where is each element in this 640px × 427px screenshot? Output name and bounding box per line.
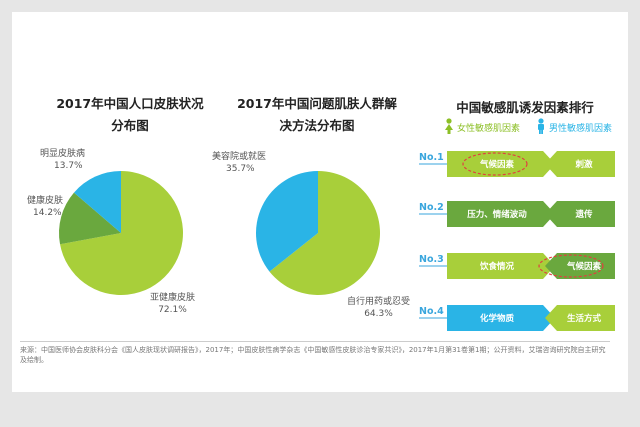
chart1-label-healthy-value: 14.2% [33,208,62,218]
female-label-4: 化学物质 [480,313,515,324]
female-label-3: 饮食情况 [479,261,515,272]
chart1-label-subhealth: 亚健康皮肤 72.1% [150,292,195,316]
chart1-label-subhealth-name: 亚健康皮肤 [150,293,196,303]
male-label-2: 遗传 [574,209,593,220]
male-chevron-2 [545,201,615,227]
chart1-slice-0 [60,171,184,295]
chart1-title-line2: 分布图 [111,118,149,133]
highlight-ellipse-female-1 [462,152,528,176]
male-label-3: 气候因素 [566,261,602,272]
female-chevron-2 [447,201,555,227]
rank-no-4: No.4 [419,306,444,317]
source-note: 来源：中国医师协会皮肤科分会《国人皮肤现状调研报告》，2017年；中国皮肤性病学… [20,346,606,364]
chart2-slice-1 [256,171,318,272]
chart1-label-disease: 明显皮肤病 13.7% [40,148,85,172]
male-chevron-3 [545,253,615,279]
male-label-4: 生活方式 [567,313,602,324]
ranking-title: 中国敏感肌诱发因素排行 [456,100,594,115]
chart2-label-clinic: 美容院或就医 35.7% [212,151,266,175]
rank-no-2: No.2 [419,202,444,213]
chart1-label-subhealth-value: 72.1% [158,305,187,315]
source-divider [20,341,610,342]
frame-bottom [0,392,640,427]
legend-female-label: 女性敏感肌因素 [457,124,521,134]
female-chevron-1 [447,151,555,177]
chart2-label-clinic-name: 美容院或就医 [212,152,267,162]
chart2-title-line2: 决方法分布图 [279,118,355,133]
chart2-label-self-value: 64.3% [364,309,393,319]
chart2-title-line1: 2017年中国问题肌肤人群解 [237,96,397,111]
female-chevron-4 [447,305,555,331]
male-chevron-1 [545,151,615,177]
chart1-slice-1 [58,192,121,245]
legend-male-icon [538,118,544,134]
legend-female-icon [445,118,453,134]
highlight-ellipse-male-3 [538,254,604,278]
chart1-title-line1: 2017年中国人口皮肤状况 [56,96,204,111]
chart2-title: 2017年中国问题肌肤人群解 决方法分布图 [222,93,412,137]
chart2-label-clinic-value: 35.7% [226,164,255,174]
chart1-slice-2 [73,171,121,233]
legend-male-label: 男性敏感肌因素 [549,124,613,134]
chart1-label-healthy-name: 健康皮肤 [27,196,64,206]
female-chevron-3 [447,253,555,279]
male-chevron-4 [545,305,615,331]
chart1-label-disease-value: 13.7% [54,161,83,171]
chart2-slice-0 [269,171,381,295]
chart2-label-self-name: 自行用药或忍受 [347,297,411,307]
rank-no-3: No.3 [419,254,444,265]
chart1-label-healthy: 健康皮肤 14.2% [27,195,63,219]
female-label-1: 气候因素 [479,159,515,170]
female-label-2: 压力、情绪波动 [467,209,527,220]
rank-no-1: No.1 [419,152,444,163]
chart2-label-self: 自行用药或忍受 64.3% [347,296,410,320]
chart1-title: 2017年中国人口皮肤状况 分布图 [40,93,220,137]
chart1-label-disease-name: 明显皮肤病 [40,149,86,159]
male-label-1: 刺激 [574,159,593,170]
